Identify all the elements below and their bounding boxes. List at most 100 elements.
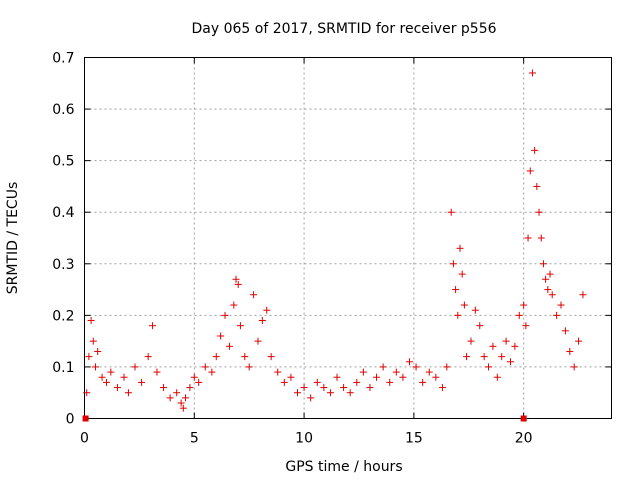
data-point bbox=[533, 182, 541, 190]
y-tick-label: 0.3 bbox=[52, 257, 74, 273]
data-point bbox=[94, 347, 102, 355]
data-point bbox=[570, 363, 578, 371]
data-point bbox=[548, 291, 556, 299]
data-point bbox=[498, 353, 506, 361]
data-point bbox=[392, 368, 400, 376]
data-point bbox=[91, 363, 99, 371]
data-point bbox=[524, 234, 532, 242]
data-point bbox=[458, 270, 466, 278]
data-point bbox=[221, 311, 229, 319]
data-point bbox=[236, 322, 244, 330]
data-point bbox=[460, 301, 468, 309]
data-point bbox=[506, 358, 514, 366]
chart-title: Day 065 of 2017, SRMTID for receiver p55… bbox=[191, 21, 496, 37]
data-point bbox=[307, 394, 315, 402]
data-point bbox=[476, 322, 484, 330]
y-tick-label: 0.5 bbox=[52, 154, 74, 170]
x-tick-label: 20 bbox=[515, 431, 533, 447]
data-point bbox=[217, 332, 225, 340]
y-tick-label: 0.1 bbox=[52, 360, 74, 376]
data-point bbox=[353, 378, 361, 386]
data-point bbox=[102, 378, 110, 386]
data-point bbox=[313, 378, 321, 386]
data-point bbox=[287, 373, 295, 381]
data-point bbox=[138, 378, 146, 386]
data-point bbox=[212, 353, 220, 361]
data-point bbox=[177, 399, 185, 407]
data-point bbox=[373, 373, 381, 381]
data-point bbox=[254, 337, 262, 345]
data-point bbox=[454, 311, 462, 319]
data-point bbox=[153, 368, 161, 376]
data-point bbox=[542, 275, 550, 283]
data-point bbox=[489, 342, 497, 350]
data-point bbox=[528, 69, 536, 77]
data-point bbox=[546, 270, 554, 278]
data-point bbox=[579, 291, 587, 299]
data-point bbox=[399, 373, 407, 381]
data-point bbox=[480, 353, 488, 361]
data-point bbox=[201, 363, 209, 371]
data-point bbox=[531, 146, 539, 154]
x-tick-label: 0 bbox=[80, 431, 89, 447]
data-point bbox=[149, 322, 157, 330]
data-point bbox=[561, 327, 569, 335]
plot-frame bbox=[84, 57, 612, 419]
data-point bbox=[419, 378, 427, 386]
data-point bbox=[456, 244, 464, 252]
data-point bbox=[245, 363, 253, 371]
data-point bbox=[346, 389, 354, 397]
data-point bbox=[511, 342, 519, 350]
data-point bbox=[463, 353, 471, 361]
data-point bbox=[557, 301, 565, 309]
data-point bbox=[320, 384, 328, 392]
data-point bbox=[131, 363, 139, 371]
data-point bbox=[438, 384, 446, 392]
y-tick-label: 0 bbox=[66, 412, 75, 428]
data-point bbox=[258, 317, 266, 325]
data-point bbox=[179, 404, 187, 412]
data-point bbox=[195, 378, 203, 386]
data-point bbox=[232, 275, 240, 283]
data-point bbox=[467, 337, 475, 345]
data-point bbox=[447, 208, 455, 216]
x-tick-label: 10 bbox=[295, 431, 313, 447]
y-tick-label: 0.7 bbox=[52, 51, 74, 67]
data-point bbox=[166, 394, 174, 402]
data-point bbox=[120, 373, 128, 381]
data-point bbox=[208, 368, 216, 376]
data-point bbox=[575, 337, 583, 345]
zero-marker bbox=[520, 415, 527, 422]
data-point bbox=[107, 368, 115, 376]
data-point bbox=[502, 337, 510, 345]
data-point bbox=[241, 353, 249, 361]
data-point bbox=[515, 311, 523, 319]
grid-lines bbox=[84, 57, 612, 419]
data-point bbox=[386, 378, 394, 386]
data-point bbox=[293, 389, 301, 397]
data-point bbox=[553, 311, 561, 319]
data-point bbox=[87, 317, 95, 325]
data-point bbox=[326, 389, 334, 397]
data-point bbox=[432, 373, 440, 381]
data-point bbox=[412, 363, 420, 371]
data-point bbox=[537, 234, 545, 242]
axis-ticks: 0 5 10 15 20 0 0.1 0.2 0.3 0.4 0.5 0.6 0.7 bbox=[52, 51, 612, 447]
data-points bbox=[82, 69, 587, 422]
data-point bbox=[230, 301, 238, 309]
data-point bbox=[190, 373, 198, 381]
data-point bbox=[267, 353, 275, 361]
data-point bbox=[186, 384, 194, 392]
data-point bbox=[535, 208, 543, 216]
y-tick-label: 0.2 bbox=[52, 308, 74, 324]
data-point bbox=[225, 342, 233, 350]
data-point bbox=[333, 373, 341, 381]
data-point bbox=[124, 389, 132, 397]
y-axis-label: SRMTID / TECUs bbox=[5, 182, 21, 295]
data-point bbox=[452, 286, 460, 294]
data-point bbox=[425, 368, 433, 376]
data-point bbox=[520, 301, 528, 309]
data-point bbox=[566, 347, 574, 355]
